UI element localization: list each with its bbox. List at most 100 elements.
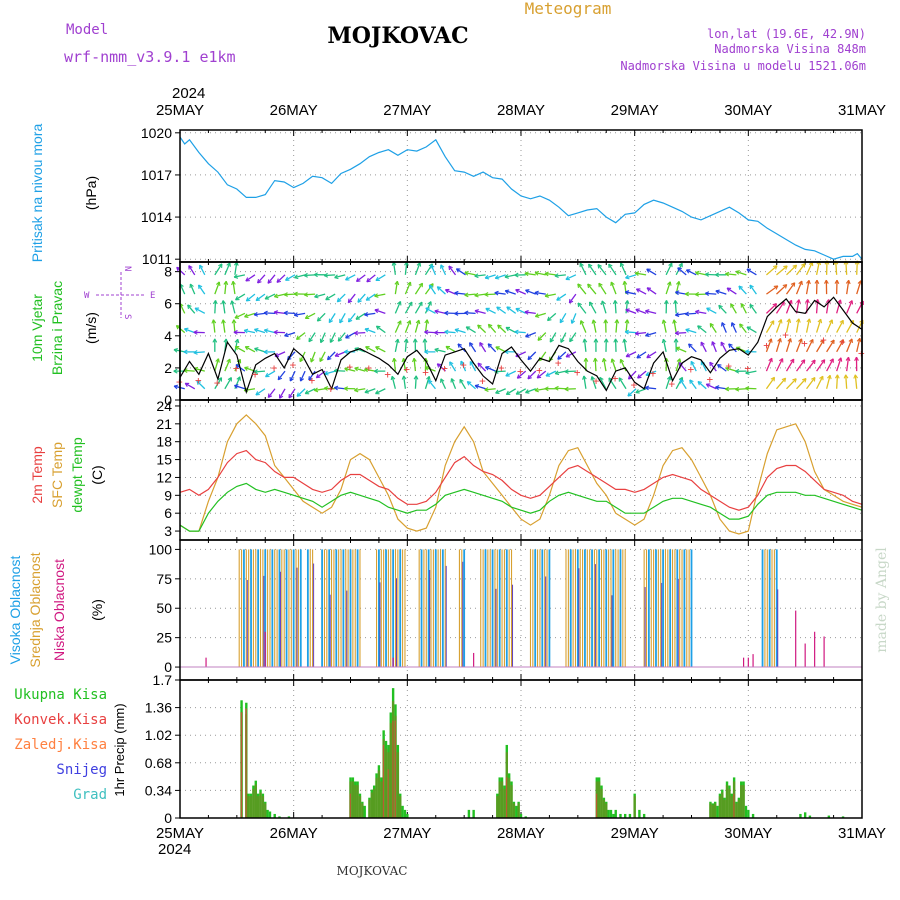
year-top: 2024 (172, 85, 205, 102)
bottom-time-tick-label: 25MAY (156, 825, 204, 842)
wind-arrowhead (666, 281, 672, 286)
temp-unit: (C) (89, 465, 105, 484)
precip-bar-overlay (602, 799, 606, 818)
wind-arrow (538, 351, 547, 362)
wind-arrowhead (293, 312, 299, 318)
precip-bar-overlay (517, 803, 520, 818)
wind-arrowhead (706, 307, 711, 312)
wind-arrowhead (254, 328, 259, 333)
wind-arrow (739, 323, 747, 334)
wind-unit: (m/s) (83, 312, 99, 344)
precip-panel: 0 0.34 0.68 1.02 1.36 1.7 (145, 672, 863, 826)
wind-arrowhead (695, 270, 700, 276)
wind-arrowhead (565, 353, 571, 358)
wind-arrow (355, 312, 366, 320)
wind-arrow (845, 374, 848, 389)
wind-arrow (334, 386, 346, 390)
wind-arrowhead (506, 306, 511, 311)
precip-bar-overlay (349, 781, 352, 818)
wind-arrowhead (843, 374, 849, 379)
precip-bar-overlay (259, 792, 262, 818)
wind-arrow (786, 378, 797, 390)
wind-arrow (354, 347, 366, 353)
wind-arrowhead (303, 292, 309, 297)
wind-arrow (620, 262, 627, 276)
wind-gust-marker: + (517, 365, 524, 378)
wind-arrowhead (800, 359, 806, 364)
wind-arrow (424, 301, 432, 314)
wind-arrowhead (299, 377, 305, 382)
wind-arrow (635, 308, 647, 314)
precip-legend-graupel: Grad (73, 787, 107, 803)
wind-arrowhead (675, 290, 680, 296)
wind-arrowhead (848, 300, 854, 305)
precip-bar-overlay (600, 788, 603, 818)
wind-arrowhead (296, 392, 302, 397)
wind-arrowhead (264, 295, 270, 300)
wind-ytick-label: 8 (164, 264, 172, 280)
wind-arrowhead (497, 324, 502, 329)
wind-arrow (436, 363, 446, 372)
wind-arrowhead (677, 267, 682, 272)
wind-arrow (328, 313, 336, 323)
wind-arrowhead (709, 361, 714, 367)
wind-arrow (731, 322, 737, 333)
wind-arrow (514, 331, 526, 334)
wind-arrowhead (635, 308, 640, 313)
wind-arrow (375, 274, 386, 282)
wind-arrowhead (326, 355, 332, 361)
wind-arrowhead (440, 378, 445, 383)
wind-arrow (199, 264, 206, 276)
wind-arrow (347, 312, 356, 323)
precip-bar-overlay (597, 781, 601, 818)
precip-bar-overlay (361, 803, 364, 818)
wind-arrow (454, 292, 466, 295)
wind-arrowhead (375, 390, 380, 395)
wind-gust-marker: + (801, 337, 808, 350)
wind-arrowhead (345, 276, 350, 281)
wind-arrow (366, 274, 376, 283)
wind-arrow (245, 293, 256, 302)
wind-arrowhead (415, 319, 421, 325)
wind-arrowhead (494, 275, 500, 280)
wind-arrowhead (425, 307, 430, 312)
wind-arrowhead (645, 309, 650, 314)
wind-arrowhead (787, 338, 792, 343)
wind-arrowhead (798, 280, 803, 286)
wind-arrowhead (514, 272, 519, 278)
wind-arrow (786, 264, 798, 276)
wind-arrowhead (217, 377, 223, 382)
wind-arrowhead (796, 299, 801, 304)
wind-arrowhead (403, 338, 409, 343)
wind-arrow (846, 338, 853, 353)
wind-arrowhead (834, 279, 840, 284)
wind-gust-marker: + (328, 382, 335, 395)
wind-arrowhead (739, 323, 744, 328)
wind-arrowhead (828, 319, 834, 324)
wind-arrow (571, 313, 577, 324)
wind-gust-marker: + (290, 358, 297, 371)
wind-arrowhead (637, 374, 642, 379)
wind-gust-marker: + (460, 358, 467, 371)
wind-arrowhead (474, 292, 479, 298)
wind-arrowhead (364, 389, 369, 394)
wind-arrow (413, 358, 417, 372)
wind-arrowhead (411, 357, 417, 363)
wind-arrow (364, 328, 376, 334)
wind-arrowhead (459, 378, 464, 384)
wind-arrowhead (235, 296, 240, 301)
wind-arrow (627, 370, 637, 380)
wind-arrowhead (357, 298, 362, 303)
wind-arrow (345, 332, 356, 339)
wind-arrowhead (749, 303, 754, 309)
pressure-ytick-label: 1017 (141, 167, 172, 183)
wind-arrowhead (408, 301, 413, 307)
wind-arrowhead (697, 380, 703, 386)
wind-arrow (267, 388, 276, 398)
wind-arrowhead (536, 374, 542, 379)
wind-arrowhead (440, 264, 445, 269)
wind-arrowhead (622, 338, 628, 343)
cloud-unit: (%) (89, 599, 105, 621)
wind-arrow (454, 328, 466, 334)
wind-arrow (805, 280, 810, 295)
